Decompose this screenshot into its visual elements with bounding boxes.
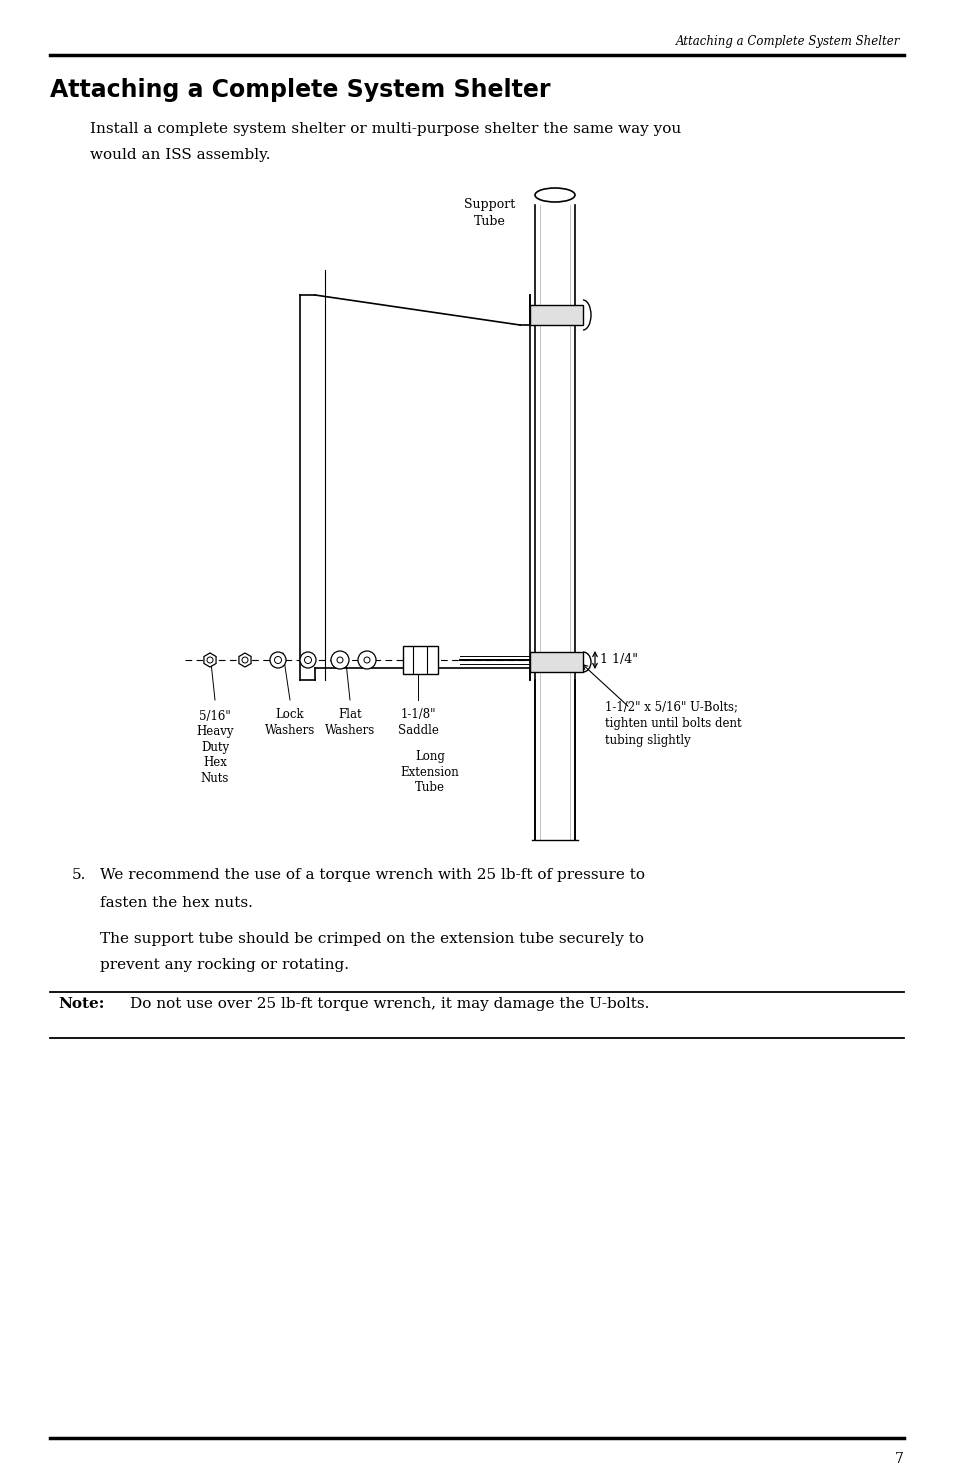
Text: 1-1/2" x 5/16" U-Bolts;
tighten until bolts dent
tubing slightly: 1-1/2" x 5/16" U-Bolts; tighten until bo… (604, 701, 740, 746)
Text: 7: 7 (894, 1451, 903, 1466)
Polygon shape (204, 653, 215, 667)
Text: 5/16"
Heavy
Duty
Hex
Nuts: 5/16" Heavy Duty Hex Nuts (196, 709, 233, 785)
Circle shape (304, 656, 312, 664)
Text: 1-1/8"
Saddle: 1-1/8" Saddle (397, 708, 438, 736)
Text: Attaching a Complete System Shelter: Attaching a Complete System Shelter (675, 35, 899, 49)
Circle shape (364, 656, 370, 662)
Text: would an ISS assembly.: would an ISS assembly. (90, 148, 271, 162)
Text: Long
Extension
Tube: Long Extension Tube (400, 749, 459, 794)
Text: Support
Tube: Support Tube (464, 198, 515, 229)
Circle shape (270, 652, 286, 668)
Text: Install a complete system shelter or multi-purpose shelter the same way you: Install a complete system shelter or mul… (90, 122, 680, 136)
Bar (530, 652, 582, 673)
Text: prevent any rocking or rotating.: prevent any rocking or rotating. (100, 957, 349, 972)
Circle shape (331, 650, 349, 670)
Circle shape (336, 656, 343, 662)
Text: Lock
Washers: Lock Washers (265, 708, 314, 736)
Text: 5.: 5. (71, 867, 87, 882)
Text: Note:: Note: (58, 997, 104, 1010)
Text: Flat
Washers: Flat Washers (325, 708, 375, 736)
Circle shape (274, 656, 281, 664)
Circle shape (242, 656, 248, 662)
Text: Do not use over 25 lb-ft torque wrench, it may damage the U-bolts.: Do not use over 25 lb-ft torque wrench, … (130, 997, 649, 1010)
Circle shape (357, 650, 375, 670)
Circle shape (299, 652, 315, 668)
Polygon shape (238, 653, 251, 667)
Text: We recommend the use of a torque wrench with 25 lb-ft of pressure to: We recommend the use of a torque wrench … (100, 867, 644, 882)
Bar (530, 305, 582, 324)
Text: The support tube should be crimped on the extension tube securely to: The support tube should be crimped on th… (100, 932, 643, 945)
Bar (402, 646, 437, 674)
Text: Attaching a Complete System Shelter: Attaching a Complete System Shelter (50, 78, 550, 102)
Text: 1 1/4": 1 1/4" (599, 653, 638, 667)
Circle shape (207, 656, 213, 662)
Text: fasten the hex nuts.: fasten the hex nuts. (100, 895, 253, 910)
Ellipse shape (535, 187, 575, 202)
